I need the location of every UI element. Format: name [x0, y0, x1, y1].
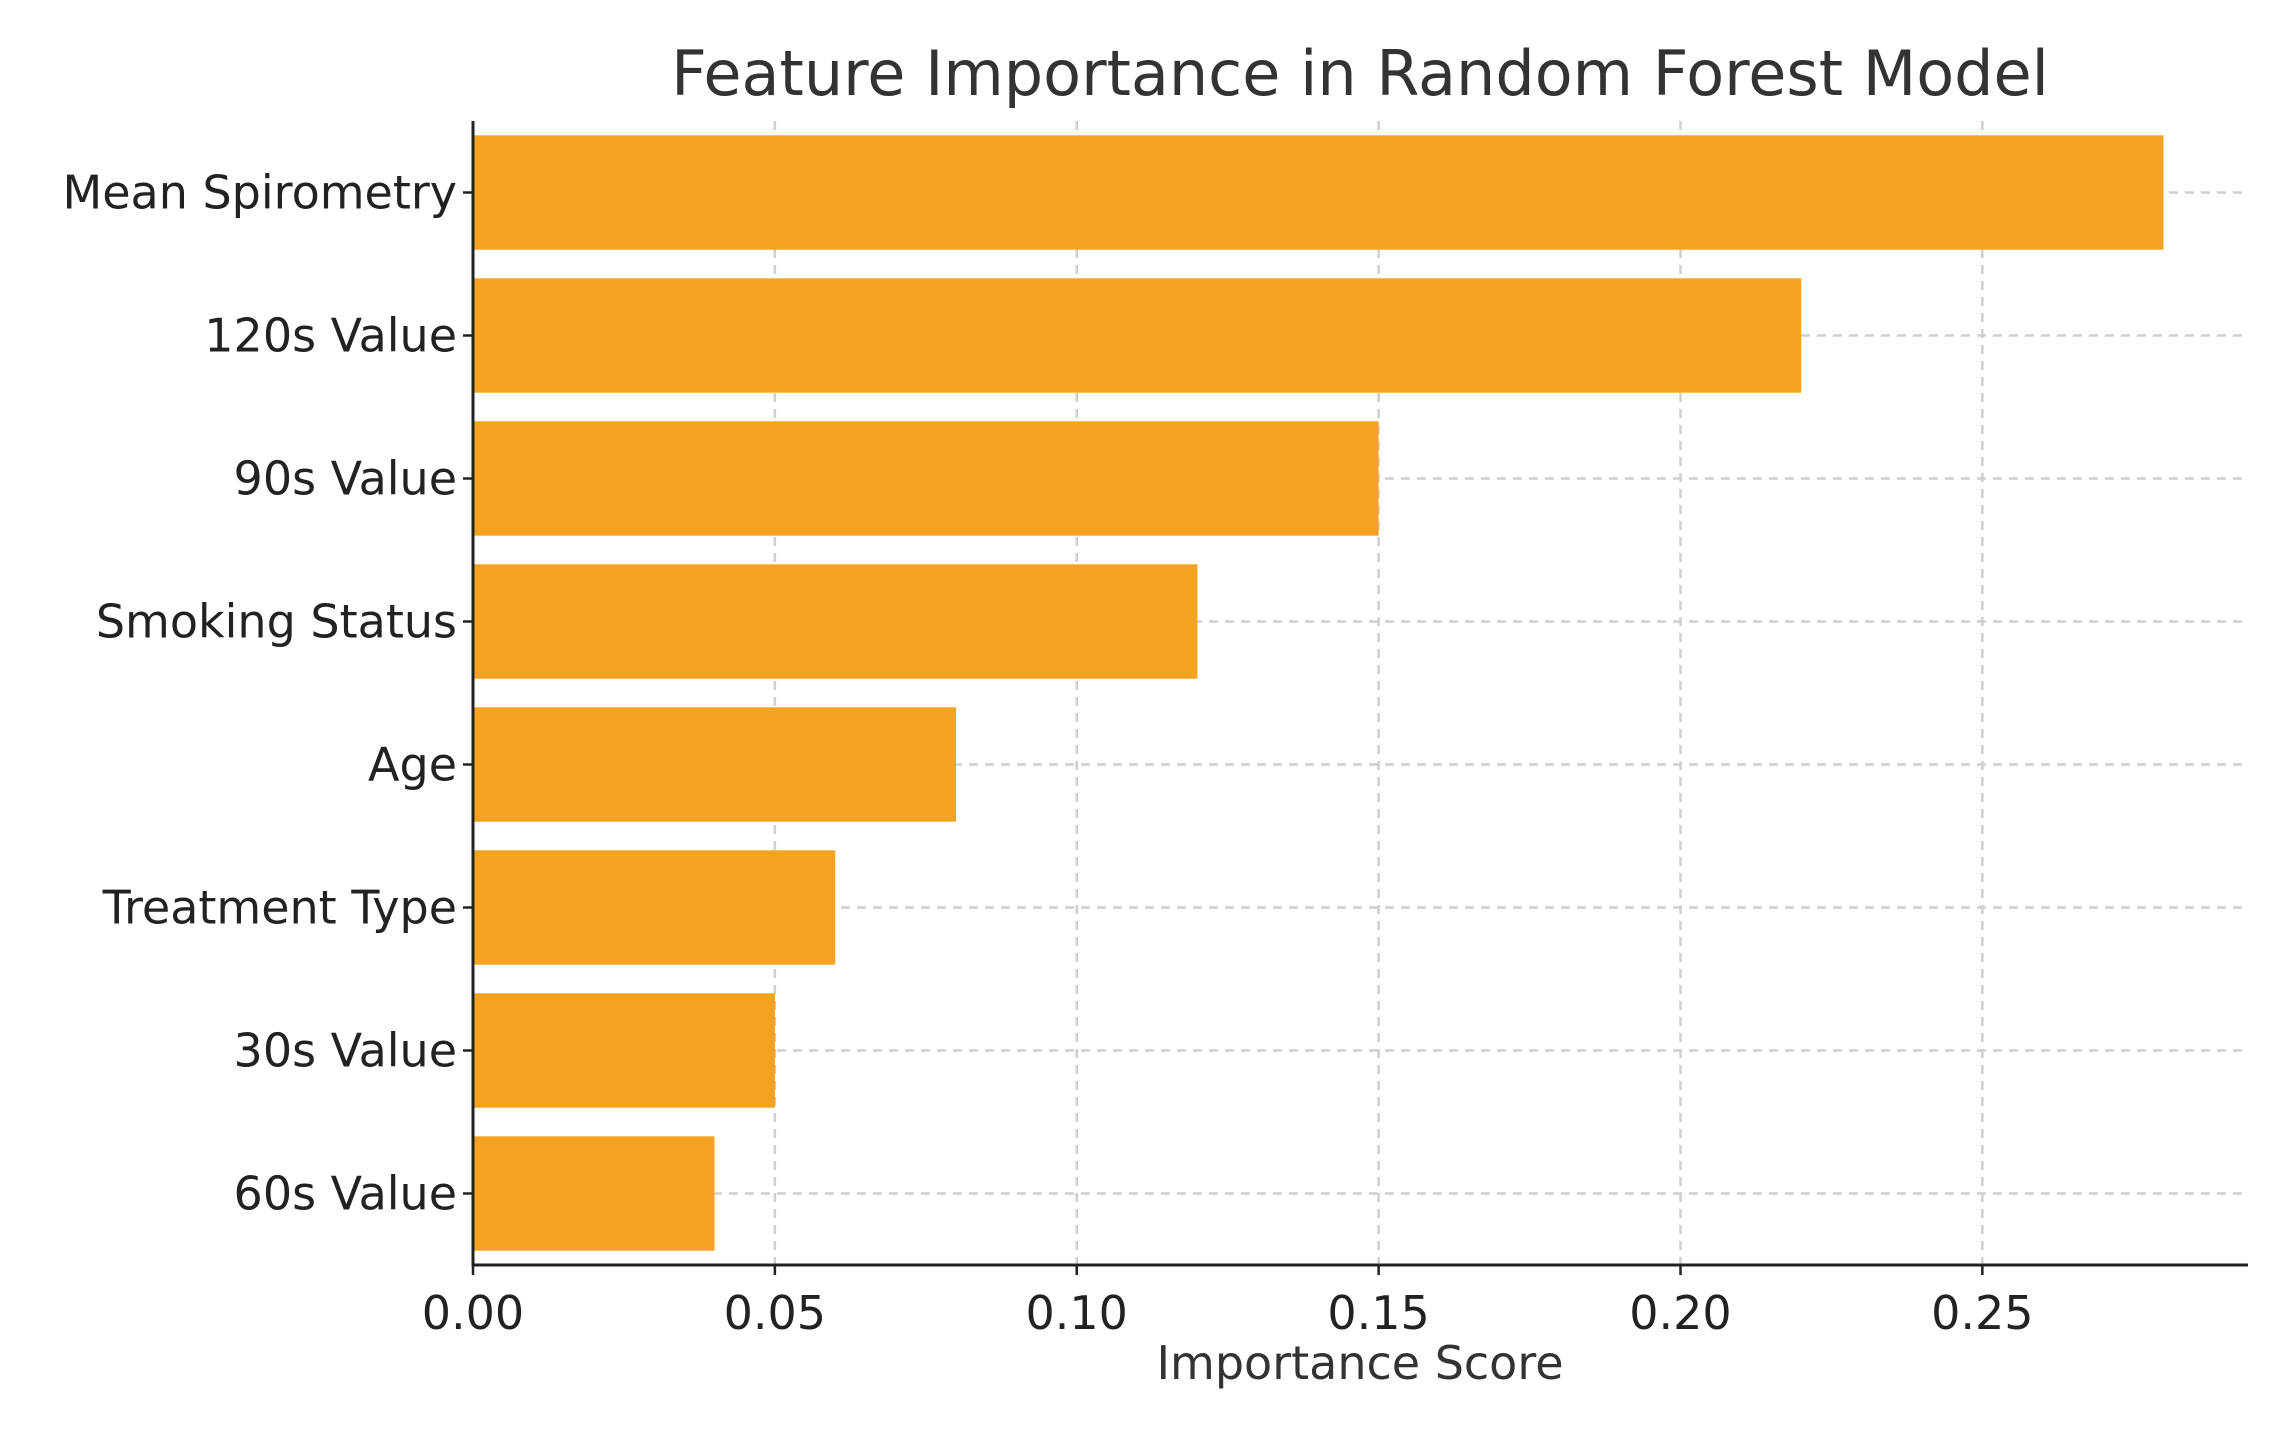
bar	[473, 564, 1198, 679]
y-tick-label: Mean Spirometry	[63, 166, 457, 220]
x-tick-label: 0.20	[1629, 1286, 1731, 1340]
y-tick-label: Smoking Status	[96, 595, 457, 649]
bar	[473, 135, 2164, 250]
bar	[473, 1136, 715, 1251]
axes	[471, 121, 2248, 1267]
bar	[473, 993, 775, 1108]
x-tick-label: 0.00	[422, 1286, 524, 1340]
y-tick-labels: Mean Spirometry 120s Value 90s Value Smokin…	[63, 166, 473, 1221]
chart-title: Feature Importance in Random Forest Mode…	[671, 37, 2049, 110]
bar	[473, 707, 956, 822]
bar	[473, 850, 836, 965]
y-tick-label: Treatment Type	[102, 881, 457, 935]
x-axis-label: Importance Score	[1156, 1336, 1563, 1390]
x-tick-label: 0.25	[1931, 1286, 2033, 1340]
x-tick-labels: 0.00 0.05 0.10 0.15 0.20 0.25	[422, 1265, 2034, 1340]
x-tick-label: 0.10	[1026, 1286, 1128, 1340]
y-tick-label: 120s Value	[204, 309, 457, 363]
bars	[473, 135, 2164, 1251]
x-tick-label: 0.15	[1327, 1286, 1429, 1340]
y-tick-label: 30s Value	[234, 1024, 457, 1078]
y-tick-label: Age	[368, 738, 457, 792]
bar	[473, 421, 1379, 536]
x-tick-label: 0.05	[724, 1286, 826, 1340]
bar	[473, 278, 1802, 393]
y-tick-label: 60s Value	[234, 1167, 457, 1221]
y-tick-label: 90s Value	[234, 452, 457, 506]
